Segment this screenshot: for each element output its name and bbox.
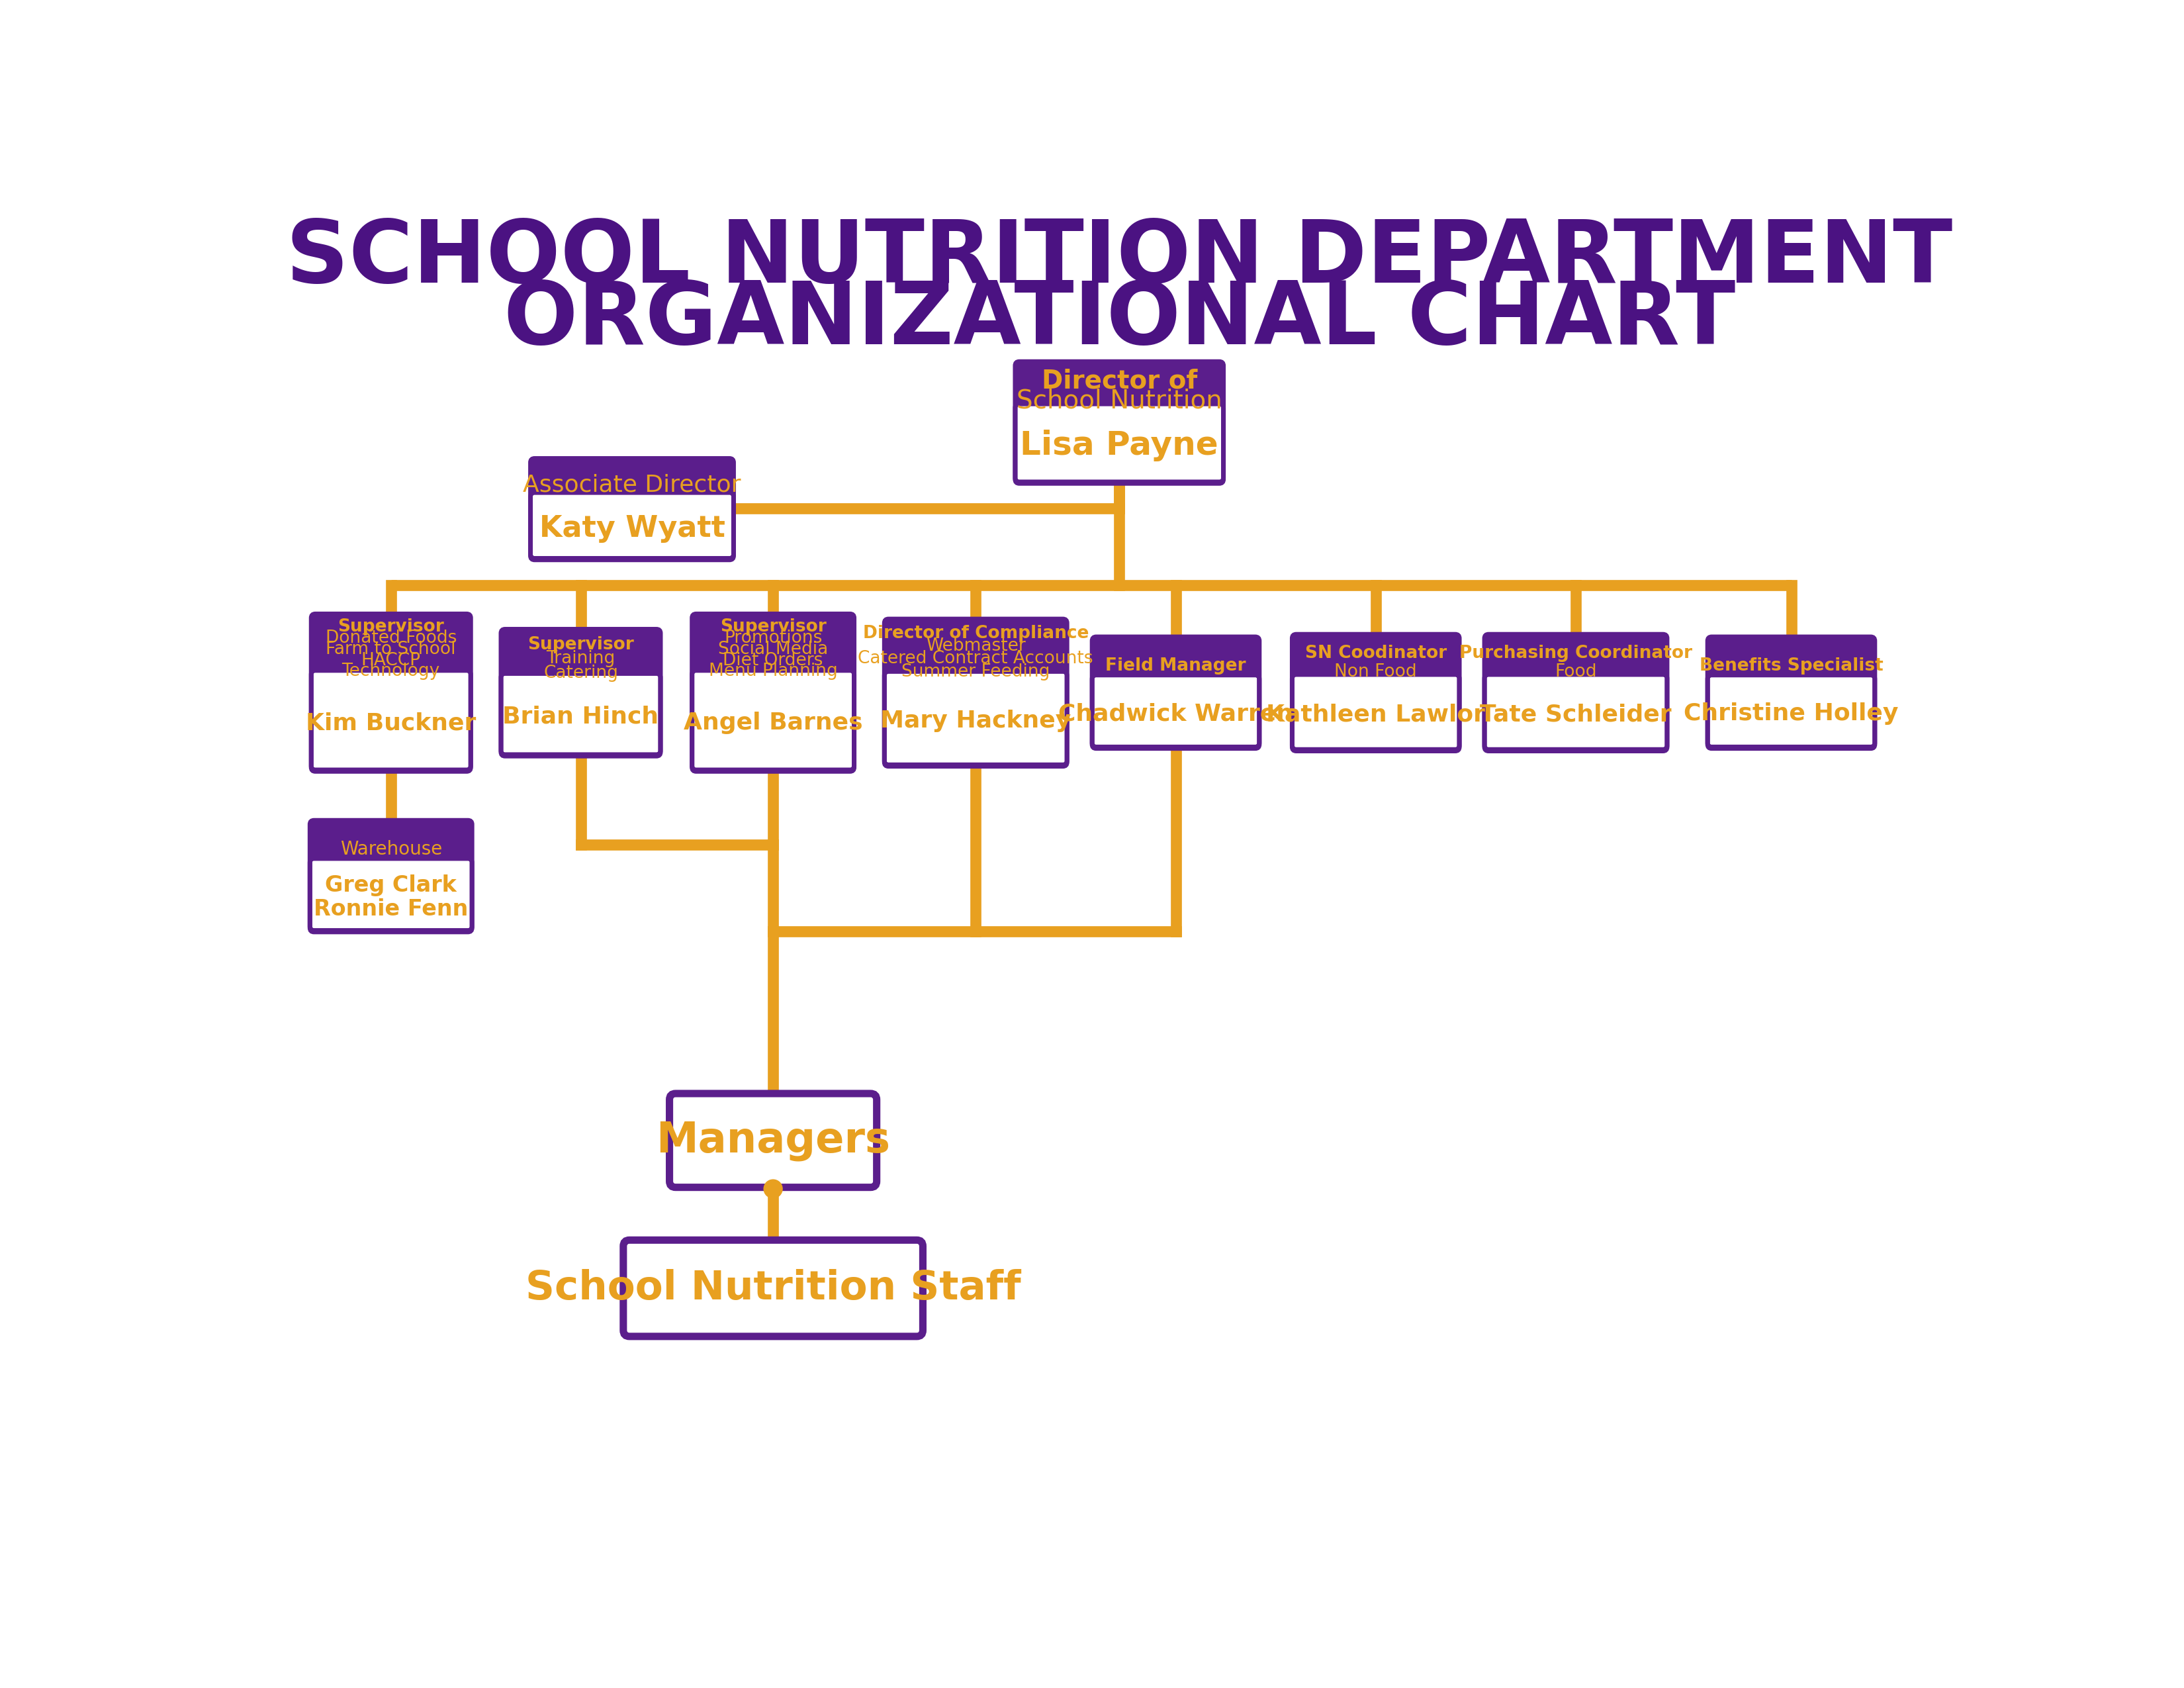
- Text: Summer Feeding: Summer Feeding: [902, 663, 1051, 680]
- FancyBboxPatch shape: [885, 672, 1068, 766]
- Bar: [314, 830, 467, 836]
- Text: Technology: Technology: [343, 663, 439, 680]
- FancyBboxPatch shape: [310, 820, 472, 876]
- Text: ORGANIZATIONAL CHART: ORGANIZATIONAL CHART: [502, 279, 1736, 361]
- Text: Benefits Specialist: Benefits Specialist: [1699, 657, 1883, 675]
- Text: Field Manager: Field Manager: [1105, 657, 1247, 675]
- FancyBboxPatch shape: [1485, 675, 1666, 751]
- Text: Social Media: Social Media: [719, 641, 828, 658]
- Text: Managers: Managers: [655, 1119, 891, 1161]
- Bar: [1297, 645, 1455, 650]
- Text: Chadwick Warren: Chadwick Warren: [1059, 702, 1293, 726]
- Bar: [1712, 647, 1872, 652]
- Text: SN Coodinator: SN Coodinator: [1304, 645, 1446, 662]
- Text: Diet Orders: Diet Orders: [723, 652, 823, 668]
- FancyBboxPatch shape: [1485, 635, 1666, 692]
- Text: Warehouse: Warehouse: [341, 841, 441, 859]
- FancyBboxPatch shape: [531, 459, 734, 511]
- Text: Tate Schleider: Tate Schleider: [1481, 704, 1671, 726]
- Text: Promotions: Promotions: [723, 630, 821, 647]
- FancyBboxPatch shape: [310, 614, 472, 689]
- FancyBboxPatch shape: [1092, 636, 1260, 694]
- Text: Training: Training: [546, 650, 616, 667]
- Text: School Nutrition Staff: School Nutrition Staff: [526, 1269, 1020, 1308]
- Text: Katy Wyatt: Katy Wyatt: [539, 515, 725, 542]
- Text: Food: Food: [1555, 663, 1597, 680]
- FancyBboxPatch shape: [1016, 361, 1223, 422]
- Bar: [1020, 371, 1219, 376]
- FancyBboxPatch shape: [310, 859, 472, 932]
- Text: Catered Contract Accounts: Catered Contract Accounts: [858, 650, 1094, 667]
- FancyBboxPatch shape: [692, 614, 854, 689]
- Text: Non Food: Non Food: [1334, 663, 1417, 680]
- Text: Mary Hackney: Mary Hackney: [880, 709, 1070, 733]
- Text: Lisa Payne: Lisa Payne: [1020, 430, 1219, 461]
- Bar: [889, 630, 1064, 635]
- FancyBboxPatch shape: [692, 670, 854, 771]
- Text: Donated Foods: Donated Foods: [325, 630, 456, 647]
- Text: Purchasing Coordinator: Purchasing Coordinator: [1459, 645, 1693, 662]
- FancyBboxPatch shape: [1293, 635, 1459, 692]
- Bar: [314, 625, 467, 630]
- Text: Christine Holley: Christine Holley: [1684, 702, 1898, 726]
- FancyBboxPatch shape: [622, 1241, 924, 1337]
- Bar: [535, 469, 729, 474]
- Text: Supervisor: Supervisor: [529, 636, 633, 653]
- Text: Kim Buckner: Kim Buckner: [306, 712, 476, 734]
- FancyBboxPatch shape: [1708, 636, 1874, 694]
- Text: Supervisor: Supervisor: [339, 618, 443, 635]
- Bar: [505, 640, 657, 645]
- Text: SCHOOL NUTRITION DEPARTMENT: SCHOOL NUTRITION DEPARTMENT: [286, 216, 1952, 300]
- Text: Angel Barnes: Angel Barnes: [684, 712, 863, 734]
- Text: Webmaster: Webmaster: [926, 638, 1026, 655]
- Text: Kathleen Lawlor: Kathleen Lawlor: [1267, 704, 1485, 726]
- FancyBboxPatch shape: [1708, 675, 1874, 748]
- Text: School Nutrition: School Nutrition: [1016, 388, 1223, 414]
- FancyBboxPatch shape: [531, 493, 734, 560]
- Text: Brian Hinch: Brian Hinch: [502, 706, 660, 728]
- Text: HACCP: HACCP: [360, 652, 422, 668]
- Bar: [697, 625, 850, 630]
- Text: Catering: Catering: [544, 665, 618, 682]
- Bar: [1489, 645, 1662, 650]
- Text: Associate Director: Associate Director: [522, 474, 740, 496]
- Text: Greg Clark
Ronnie Fenn: Greg Clark Ronnie Fenn: [314, 874, 467, 920]
- Text: Director of Compliance: Director of Compliance: [863, 625, 1088, 641]
- Circle shape: [764, 1180, 782, 1198]
- FancyBboxPatch shape: [670, 1094, 876, 1187]
- Text: Menu Planning: Menu Planning: [708, 663, 836, 680]
- Bar: [1096, 647, 1256, 652]
- FancyBboxPatch shape: [500, 674, 660, 756]
- FancyBboxPatch shape: [310, 670, 472, 771]
- FancyBboxPatch shape: [1293, 675, 1459, 751]
- Text: Farm to School: Farm to School: [325, 641, 456, 658]
- Text: Director of: Director of: [1042, 368, 1197, 393]
- Text: Supervisor: Supervisor: [721, 618, 826, 635]
- FancyBboxPatch shape: [885, 619, 1068, 690]
- FancyBboxPatch shape: [1016, 403, 1223, 483]
- FancyBboxPatch shape: [500, 630, 660, 692]
- FancyBboxPatch shape: [1092, 675, 1260, 748]
